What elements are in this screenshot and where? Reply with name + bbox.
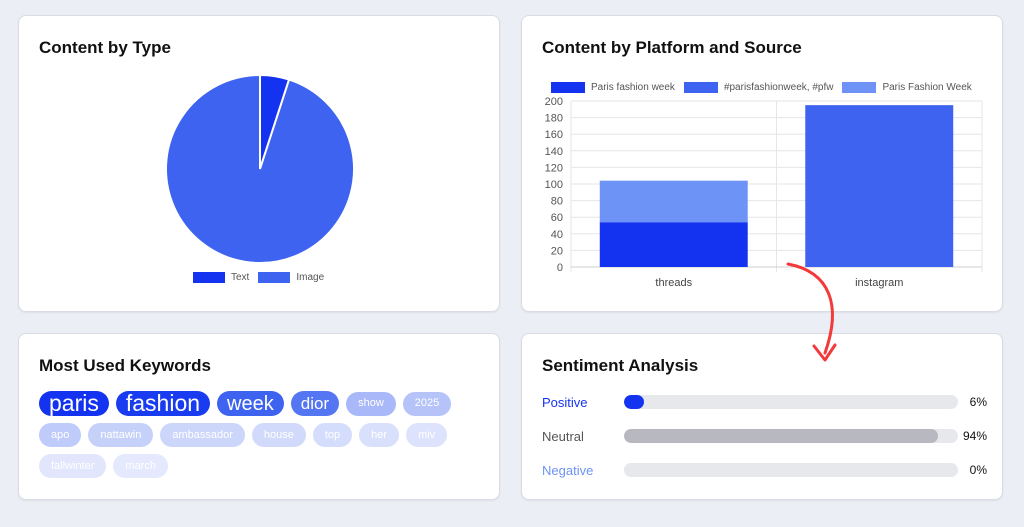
legend-label: Paris fashion week xyxy=(591,82,675,93)
y-tick-label: 60 xyxy=(551,212,563,224)
keyword-chip-week[interactable]: week xyxy=(217,391,284,416)
y-tick-label: 0 xyxy=(557,262,563,274)
pie-legend-item-text[interactable]: Text xyxy=(193,272,249,283)
y-tick-label: 140 xyxy=(545,146,563,158)
y-tick-label: 40 xyxy=(551,229,563,241)
keyword-chip-nattawin[interactable]: nattawin xyxy=(88,423,154,447)
legend-swatch xyxy=(842,82,877,93)
y-tick-label: 120 xyxy=(545,162,563,174)
sentiment-row-negative: Negative 0% xyxy=(542,460,987,480)
content-type-pie-chart xyxy=(165,73,355,264)
pie-legend-item-image[interactable]: Image xyxy=(258,272,324,283)
keyword-chip-show[interactable]: show xyxy=(346,391,396,416)
keyword-cloud: paris fashion week dior show 2025 apo nattawin a… xyxy=(39,391,484,478)
keyword-chip-fashion[interactable]: fashion xyxy=(115,391,211,416)
x-tick-label-threads: threads xyxy=(655,277,692,289)
keyword-chip-miv[interactable]: miv xyxy=(406,423,448,447)
y-tick-label: 20 xyxy=(551,245,563,257)
keyword-chip-paris[interactable]: paris xyxy=(39,391,109,416)
legend-swatch xyxy=(258,272,291,283)
bar-instagram-series-1[interactable] xyxy=(805,105,954,268)
sentiment-bar-track xyxy=(624,395,958,409)
sentiment-bar-fill xyxy=(624,429,938,443)
content-by-platform-title: Content by Platform and Source xyxy=(542,38,802,57)
content-by-type-card: Content by Type Text Image xyxy=(18,15,500,312)
y-tick-label: 80 xyxy=(551,196,563,208)
legend-label: Image xyxy=(296,272,325,283)
sentiment-card: Sentiment Analysis Positive 6% Neutral 94% N… xyxy=(521,333,1003,500)
legend-label: Text xyxy=(231,272,250,283)
sentiment-bar-track xyxy=(624,463,958,477)
bar-legend-item-2[interactable]: Paris Fashion Week xyxy=(842,82,972,93)
bar-legend-item-0[interactable]: Paris fashion week xyxy=(551,82,675,93)
sentiment-label: Negative xyxy=(542,462,594,478)
keyword-chip-apo[interactable]: apo xyxy=(39,423,82,447)
keywords-card: Most Used Keywords paris fashion week dior s… xyxy=(18,333,500,500)
x-tick-label-instagram: instagram xyxy=(855,277,903,289)
content-by-type-title: Content by Type xyxy=(39,38,171,57)
keyword-chip-ambassador[interactable]: ambassador xyxy=(160,423,245,447)
sentiment-title: Sentiment Analysis xyxy=(542,356,699,375)
bar-legend: Paris fashion week #parisfashionweek, #pf… xyxy=(551,82,981,93)
legend-label: Paris Fashion Week xyxy=(882,82,972,93)
y-tick-label: 100 xyxy=(545,179,563,191)
legend-swatch xyxy=(551,82,585,93)
platform-bar-chart: 0 20 40 60 80 100 120 140 160 180 200 threads instag… xyxy=(545,96,983,289)
legend-swatch xyxy=(683,82,718,93)
keywords-title: Most Used Keywords xyxy=(39,356,211,375)
sentiment-bar-track xyxy=(624,429,958,443)
bar-threads-series-2[interactable] xyxy=(599,180,748,223)
keyword-chip-dior[interactable]: dior xyxy=(290,391,340,416)
keyword-chip-fallwinter[interactable]: fallwinter xyxy=(39,454,107,478)
y-tick-label: 160 xyxy=(545,129,563,141)
pie-slice-image[interactable] xyxy=(165,73,355,264)
sentiment-label: Neutral xyxy=(542,428,584,444)
sentiment-row-neutral: Neutral 94% xyxy=(542,426,987,446)
bar-threads-series-0[interactable] xyxy=(599,222,748,267)
keyword-chip-2025[interactable]: 2025 xyxy=(402,391,452,416)
y-tick-label: 200 xyxy=(545,96,563,108)
legend-swatch xyxy=(193,272,225,283)
sentiment-percent: 6% xyxy=(969,395,987,409)
keyword-chip-her[interactable]: her xyxy=(359,423,400,447)
sentiment-percent: 94% xyxy=(962,429,987,443)
sentiment-bar-fill xyxy=(624,395,645,409)
keyword-chip-house[interactable]: house xyxy=(251,423,306,447)
keyword-chip-top[interactable]: top xyxy=(312,423,353,447)
sentiment-percent: 0% xyxy=(969,463,987,477)
content-by-platform-card: Content by Platform and Source Paris fas… xyxy=(521,15,1003,312)
keyword-chip-march[interactable]: march xyxy=(113,454,168,478)
y-tick-label: 180 xyxy=(545,113,563,125)
pie-legend: Text Image xyxy=(193,272,333,283)
sentiment-label: Positive xyxy=(542,394,588,410)
sentiment-row-positive: Positive 6% xyxy=(542,392,987,412)
bar-legend-item-1[interactable]: #parisfashionweek, #pfw xyxy=(683,82,834,93)
legend-label: #parisfashionweek, #pfw xyxy=(723,82,834,93)
